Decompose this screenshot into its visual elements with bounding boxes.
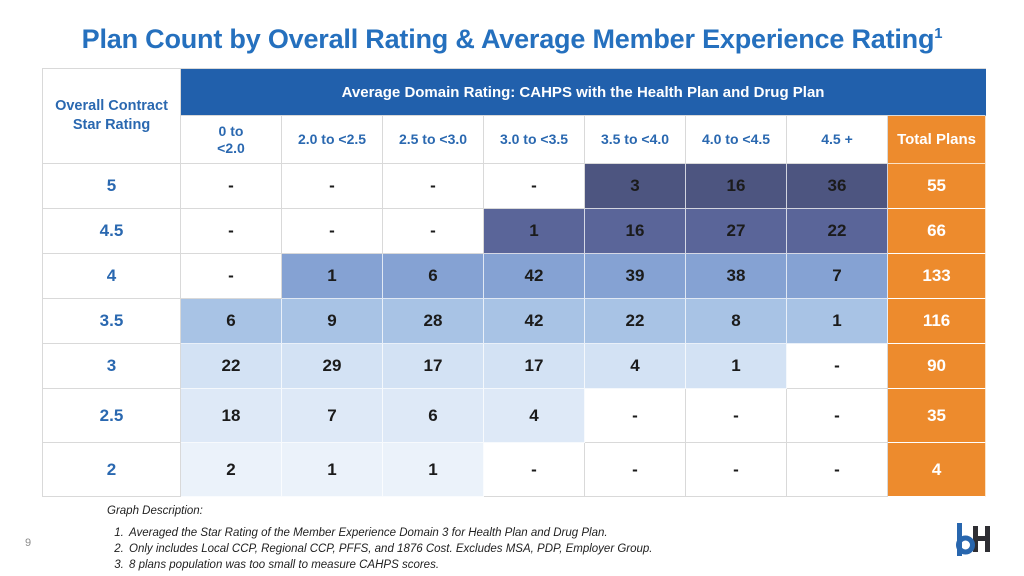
count-cell: - (181, 209, 282, 254)
footnotes: Graph Description: Averaged the Star Rat… (107, 505, 653, 576)
row-label: 3.5 (43, 299, 181, 344)
table-row: 4-1 6 42 39 38 7 133 (43, 254, 987, 299)
count-cell: 6 (383, 254, 484, 299)
count-cell: 1 (282, 254, 383, 299)
table-row: 3 22 29 17 17 4 1-90 (43, 344, 987, 389)
column-header-1: 2.0 to <2.5 (282, 116, 383, 164)
count-cell: 7 (282, 389, 383, 443)
rating-table: Overall Contract Star Rating Average Dom… (42, 68, 987, 497)
count-cell: - (787, 389, 888, 443)
count-cell: 1 (484, 209, 585, 254)
ph-logo-icon (956, 523, 990, 556)
domain-header: Average Domain Rating: CAHPS with the He… (181, 69, 987, 116)
count-cell: 22 (181, 344, 282, 389)
row-label: 4 (43, 254, 181, 299)
count-cell: 3 (585, 164, 686, 209)
count-cell: - (686, 389, 787, 443)
count-cell: - (585, 443, 686, 497)
page-title: Plan Count by Overall Rating & Average M… (0, 24, 1024, 55)
row-label: 3 (43, 344, 181, 389)
column-header-6: 4.5 + (787, 116, 888, 164)
count-cell: - (484, 164, 585, 209)
table-row: 3.5 6 9 28 42 22 8 1 116 (43, 299, 987, 344)
count-cell: 1 (787, 299, 888, 344)
count-cell: 27 (686, 209, 787, 254)
count-cell: 38 (686, 254, 787, 299)
count-cell: 4 (484, 389, 585, 443)
row-label: 2 (43, 443, 181, 497)
count-cell: 36 (787, 164, 888, 209)
total-cell: 116 (888, 299, 987, 344)
column-header-4: 3.5 to <4.0 (585, 116, 686, 164)
footnote-item: 8 plans population was too small to meas… (127, 559, 653, 573)
count-cell: 29 (282, 344, 383, 389)
row-label: 2.5 (43, 389, 181, 443)
count-cell: 17 (484, 344, 585, 389)
footnote-item: Averaged the Star Rating of the Member E… (127, 527, 653, 541)
company-logo (950, 519, 996, 563)
row-label: 5 (43, 164, 181, 209)
count-cell: 39 (585, 254, 686, 299)
count-cell: 18 (181, 389, 282, 443)
count-cell: - (585, 389, 686, 443)
rating-table-body: 5- - - -3 16 36 55 4.5- - -1 16 27 22 66 4-1 6 42 39 38 7 13… (43, 164, 987, 497)
footnotes-heading: Graph Description: (107, 505, 203, 517)
page-number: 9 (25, 537, 32, 549)
count-cell: 42 (484, 254, 585, 299)
footnotes-list: Averaged the Star Rating of the Member E… (107, 527, 653, 573)
table-row: 5- - - -3 16 36 55 (43, 164, 987, 209)
total-cell: 66 (888, 209, 987, 254)
count-cell: - (383, 164, 484, 209)
count-cell: 6 (383, 389, 484, 443)
count-cell: - (383, 209, 484, 254)
count-cell: 22 (585, 299, 686, 344)
count-cell: 16 (686, 164, 787, 209)
count-cell: 17 (383, 344, 484, 389)
count-cell: 22 (787, 209, 888, 254)
count-cell: - (787, 443, 888, 497)
column-header-5: 4.0 to <4.5 (686, 116, 787, 164)
count-cell: 6 (181, 299, 282, 344)
column-header-3: 3.0 to <3.5 (484, 116, 585, 164)
total-cell: 55 (888, 164, 987, 209)
total-cell: 4 (888, 443, 987, 497)
count-cell: 28 (383, 299, 484, 344)
total-plans-header: Total Plans (888, 116, 987, 164)
count-cell: 4 (585, 344, 686, 389)
total-cell: 90 (888, 344, 987, 389)
row-label: 4.5 (43, 209, 181, 254)
count-cell: - (787, 344, 888, 389)
plan-count-table: Overall Contract Star Rating Average Dom… (42, 68, 987, 497)
count-cell: 2 (181, 443, 282, 497)
count-cell: - (484, 443, 585, 497)
count-cell: 1 (282, 443, 383, 497)
count-cell: 42 (484, 299, 585, 344)
count-cell: 1 (686, 344, 787, 389)
count-cell: - (181, 254, 282, 299)
count-cell: 8 (686, 299, 787, 344)
table-row: 2.5 18 7 6 4- - -35 (43, 389, 987, 443)
column-header-2: 2.5 to <3.0 (383, 116, 484, 164)
range-header-row: 0 to <2.0 2.0 to <2.5 2.5 to <3.0 3.0 to <3… (43, 116, 987, 164)
count-cell: 7 (787, 254, 888, 299)
count-cell: 1 (383, 443, 484, 497)
count-cell: - (686, 443, 787, 497)
title-footnote-ref: 1 (934, 26, 943, 42)
page-title-text: Plan Count by Overall Rating & Average M… (81, 24, 935, 54)
total-cell: 35 (888, 389, 987, 443)
count-cell: - (282, 164, 383, 209)
domain-header-row: Overall Contract Star Rating Average Dom… (43, 69, 987, 164)
footnote-item: Only includes Local CCP, Regional CCP, P… (127, 543, 653, 557)
table-row: 4.5- - -1 16 27 22 66 (43, 209, 987, 254)
count-cell: - (282, 209, 383, 254)
corner-header: Overall Contract Star Rating (43, 69, 181, 164)
total-cell: 133 (888, 254, 987, 299)
column-header-0: 0 to <2.0 (181, 116, 282, 164)
count-cell: 9 (282, 299, 383, 344)
count-cell: - (181, 164, 282, 209)
count-cell: 16 (585, 209, 686, 254)
